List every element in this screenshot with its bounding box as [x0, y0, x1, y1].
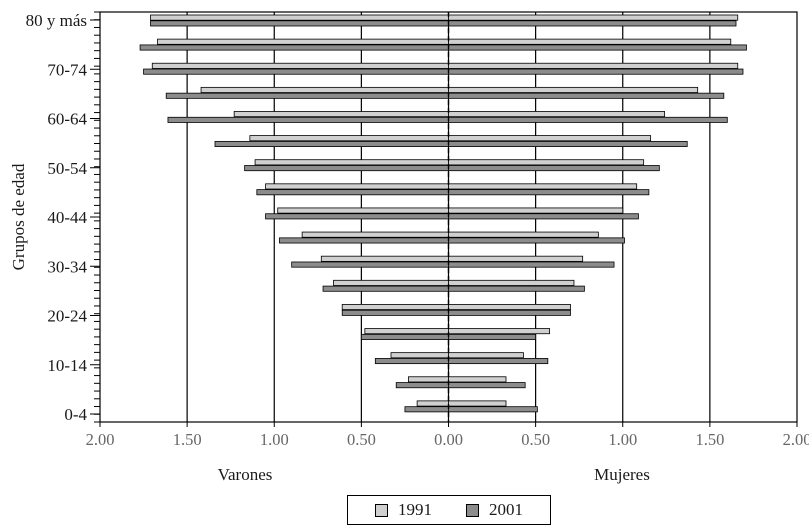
legend-swatch-1991 [375, 503, 388, 517]
bar-mujeres-2001 [448, 68, 744, 75]
y-tick-label: 80 y más [26, 11, 87, 30]
x-tick-label: 1.00 [608, 430, 637, 449]
bar-mujeres-1991 [448, 255, 584, 262]
bar-mujeres-1991 [448, 86, 699, 93]
bar-varones-2001 [374, 358, 449, 365]
x-tick-label: 0.50 [521, 430, 550, 449]
y-tick-label: 60-64 [47, 110, 87, 129]
bar-varones-1991 [408, 376, 449, 383]
bar-mujeres-2001 [448, 261, 615, 268]
y-tick-label: 20-24 [47, 307, 87, 326]
bar-mujeres-1991 [448, 352, 524, 359]
y-tick-label: 40-44 [47, 208, 87, 227]
bar-mujeres-1991 [448, 135, 652, 142]
bar-mujeres-2001 [448, 333, 537, 340]
bar-mujeres-2001 [448, 20, 737, 27]
legend-item-2001: 2001 [466, 500, 523, 520]
bar-varones-1991 [390, 352, 449, 359]
bar-mujeres-2001 [448, 92, 725, 99]
legend-label-2001: 2001 [489, 500, 523, 519]
bar-varones-1991 [341, 304, 449, 311]
x-tick-label: 0.50 [347, 430, 376, 449]
bar-varones-2001 [395, 382, 449, 389]
bar-varones-2001 [360, 333, 449, 340]
bar-mujeres-1991 [448, 183, 638, 190]
legend-item-1991: 1991 [375, 500, 432, 520]
bar-varones-1991 [277, 207, 449, 214]
bar-mujeres-2001 [448, 382, 526, 389]
x-tick-label: 0.00 [434, 430, 463, 449]
bar-varones-2001 [167, 116, 449, 123]
bar-mujeres-2001 [448, 285, 585, 292]
bar-mujeres-2001 [448, 165, 660, 172]
bar-mujeres-2001 [448, 213, 639, 220]
bar-mujeres-1991 [448, 111, 665, 118]
bar-mujeres-2001 [448, 189, 650, 196]
bar-varones-2001 [139, 44, 449, 51]
bar-varones-1991 [265, 183, 449, 190]
y-tick-label: 0-4 [64, 405, 87, 424]
bar-varones-2001 [265, 213, 449, 220]
y-tick-label: 10-14 [47, 356, 87, 375]
bar-varones-1991 [301, 231, 449, 238]
bar-mujeres-1991 [448, 304, 571, 311]
x-axis-label-varones: Varones [218, 465, 273, 484]
bar-varones-2001 [244, 165, 449, 172]
bar-mujeres-1991 [448, 38, 732, 45]
bar-varones-1991 [364, 328, 449, 335]
bar-mujeres-1991 [448, 400, 507, 407]
bar-varones-1991 [151, 62, 449, 69]
bar-mujeres-2001 [448, 140, 688, 147]
bar-varones-2001 [214, 140, 449, 147]
x-axis-label-mujeres: Mujeres [594, 465, 650, 484]
bar-varones-1991 [320, 255, 449, 262]
bar-mujeres-1991 [448, 62, 739, 69]
bar-mujeres-2001 [448, 44, 747, 51]
bar-mujeres-1991 [448, 207, 624, 214]
bar-mujeres-1991 [448, 231, 599, 238]
x-tick-label: 2.00 [86, 430, 115, 449]
bar-varones-2001 [404, 406, 449, 413]
bar-varones-2001 [279, 237, 449, 244]
bar-varones-2001 [341, 309, 449, 316]
bar-varones-1991 [157, 38, 449, 45]
bar-mujeres-1991 [448, 279, 575, 286]
y-axis-label: Grupos de edad [9, 163, 28, 270]
x-tick-label: 1.50 [695, 430, 724, 449]
bar-mujeres-2001 [448, 116, 728, 123]
bar-varones-1991 [200, 86, 449, 93]
bar-varones-2001 [322, 285, 449, 292]
bar-varones-1991 [254, 159, 449, 166]
bar-varones-1991 [333, 279, 449, 286]
bar-varones-2001 [150, 20, 449, 27]
bar-varones-1991 [249, 135, 449, 142]
y-tick-label: 70-74 [47, 60, 87, 79]
x-tick-label: 1.00 [260, 430, 289, 449]
x-tick-label: 2.00 [783, 430, 809, 449]
chart-legend: 1991 2001 [347, 495, 551, 525]
bar-mujeres-1991 [448, 159, 645, 166]
y-tick-label: 50-54 [47, 159, 87, 178]
bar-mujeres-2001 [448, 309, 571, 316]
bar-mujeres-1991 [448, 328, 550, 335]
y-tick-label: 30-34 [47, 257, 87, 276]
bar-mujeres-1991 [448, 14, 739, 21]
bar-varones-1991 [233, 111, 449, 118]
bar-mujeres-2001 [448, 237, 625, 244]
bar-varones-2001 [256, 189, 449, 196]
bar-mujeres-2001 [448, 358, 549, 365]
bar-mujeres-1991 [448, 376, 507, 383]
bar-varones-1991 [150, 14, 449, 21]
bar-varones-2001 [291, 261, 449, 268]
bar-varones-1991 [416, 400, 449, 407]
x-tick-label: 1.50 [173, 430, 202, 449]
bar-varones-2001 [143, 68, 449, 75]
legend-swatch-2001 [466, 503, 479, 517]
bar-varones-2001 [165, 92, 449, 99]
legend-label-1991: 1991 [398, 500, 432, 519]
bar-mujeres-2001 [448, 406, 538, 413]
